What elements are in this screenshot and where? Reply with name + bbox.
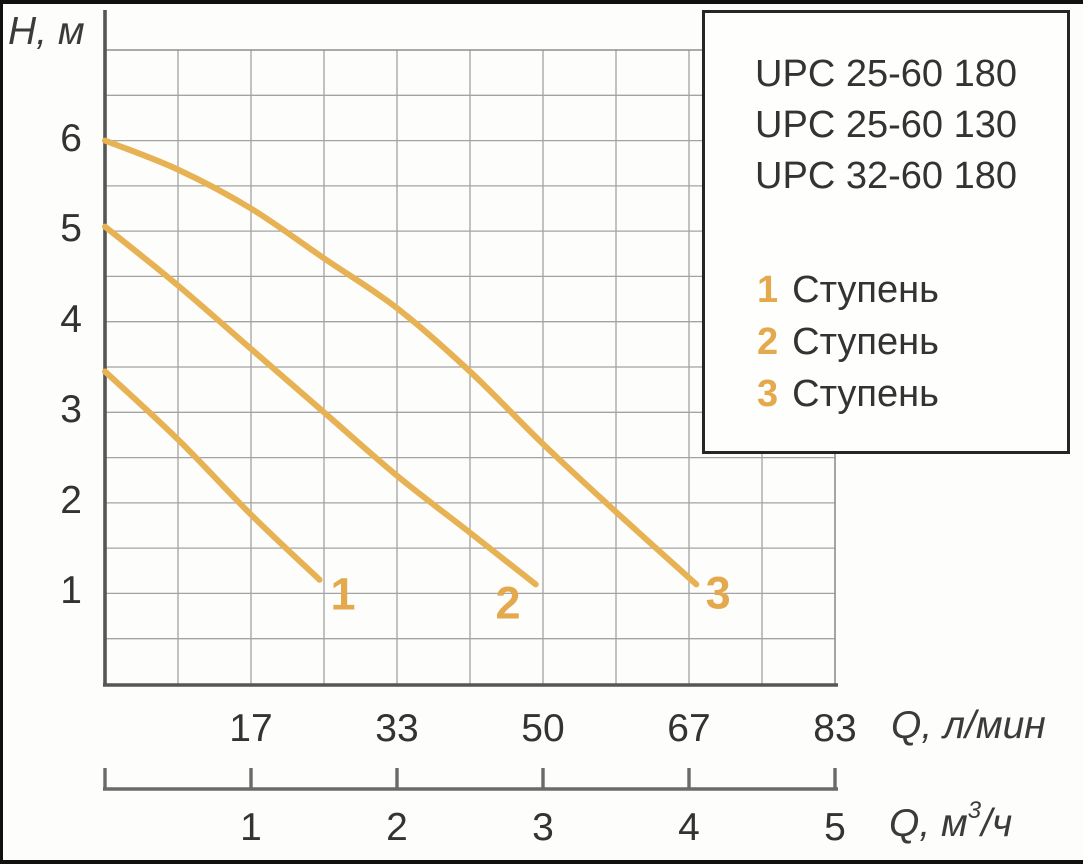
- x-tick-label-m3h-4: 4: [678, 806, 700, 849]
- legend-model-name: UPC 25-60 130: [755, 104, 1017, 146]
- legend-stage-list: 1 Ступень 2 Ступень 3 Ступень: [705, 264, 1067, 420]
- x-tick-label-lmin-67: 67: [667, 707, 711, 750]
- y-tick-label-5: 5: [60, 207, 82, 251]
- legend-stage-item: 3 Ступень: [757, 368, 1067, 420]
- x-tick-label-m3h-5: 5: [824, 806, 846, 849]
- x-axis-title-m3-per-hour: Q, м3/ч: [889, 799, 1013, 846]
- legend-box: UPC 25-60 180 UPC 25-60 130 UPC 32-60 18…: [702, 10, 1070, 454]
- photo-border-bottom: [0, 860, 1083, 864]
- stage-number: 1: [757, 269, 779, 311]
- stage-label: Ступень: [792, 373, 939, 415]
- x-tick-label-m3h-1: 1: [240, 806, 262, 849]
- x-axis-title-liters-per-min: Q, л/мин: [891, 704, 1046, 747]
- stage-label: Ступень: [792, 269, 939, 311]
- y-tick-label-6: 6: [60, 116, 82, 160]
- pump-curve-stage-3: [102, 137, 700, 588]
- legend-model-name: UPC 32-60 180: [755, 155, 1017, 197]
- y-tick-label-1: 1: [60, 569, 82, 613]
- y-tick-label-2: 2: [60, 478, 82, 522]
- x-tick-label-m3h-2: 2: [386, 806, 408, 849]
- legend-model-list: UPC 25-60 180 UPC 25-60 130 UPC 32-60 18…: [705, 49, 1067, 202]
- photo-border-top: [0, 0, 1083, 4]
- photo-border-left: [0, 0, 3, 864]
- legend-stage-item: 1 Ступень: [757, 264, 1067, 316]
- x2-title-superscript: 3: [967, 797, 982, 824]
- legend-stage-item: 2 Ступень: [757, 316, 1067, 368]
- y-tick-label-3: 3: [60, 388, 82, 432]
- curve-label-stage-1: 1: [330, 568, 356, 620]
- x2-title-rest: /ч: [981, 802, 1013, 845]
- stage-number: 2: [757, 321, 779, 363]
- pump-curve-stage-2: [102, 223, 539, 588]
- x-tick-label-lmin-50: 50: [521, 707, 565, 750]
- curve-label-stage-2: 2: [495, 577, 521, 628]
- pump-curve-stage-1: [102, 368, 323, 583]
- x2-title-base: Q, м: [889, 802, 968, 845]
- legend-model-name: UPC 25-60 180: [755, 53, 1017, 95]
- y-axis-title: H, м: [8, 10, 85, 53]
- x-tick-label-lmin-33: 33: [375, 707, 419, 750]
- curve-label-stage-3: 3: [705, 567, 731, 619]
- x-tick-label-m3h-3: 3: [532, 806, 554, 849]
- x-tick-label-lmin-83: 83: [813, 707, 857, 750]
- stage-label: Ступень: [792, 321, 939, 363]
- stage-number: 3: [757, 373, 779, 415]
- y-tick-label-4: 4: [60, 297, 82, 341]
- x-tick-label-lmin-17: 17: [229, 707, 273, 750]
